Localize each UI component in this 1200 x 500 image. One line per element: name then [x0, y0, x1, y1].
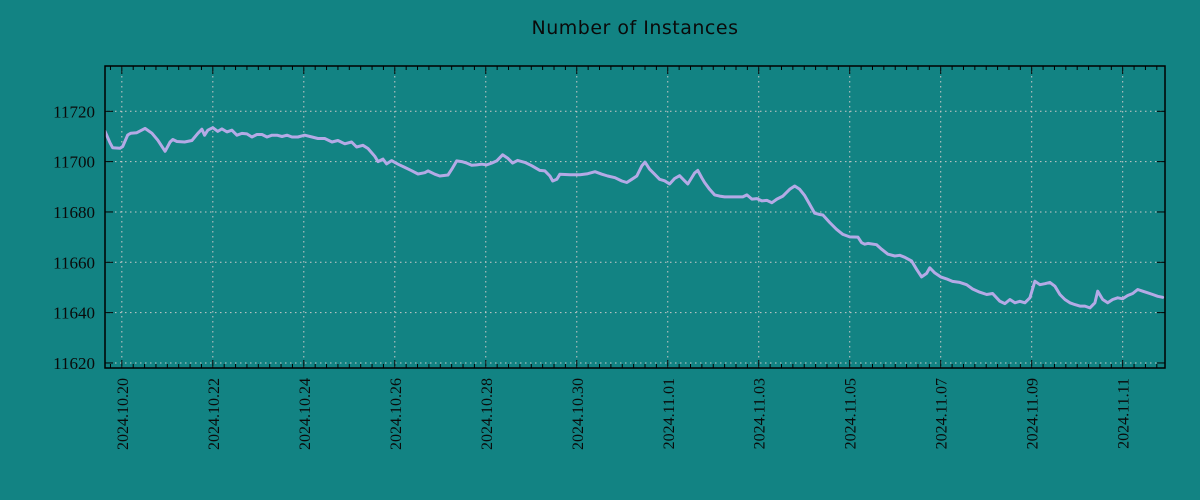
x-tick-label: 2024.11.01 — [661, 378, 678, 449]
x-tick-label: 2024.11.09 — [1025, 378, 1042, 449]
x-tick-label: 2024.11.07 — [934, 378, 951, 449]
y-tick-label: 11640 — [53, 304, 95, 323]
plot-border — [104, 65, 1166, 369]
y-tick-label: 11680 — [53, 203, 95, 222]
x-tick-label: 2024.10.24 — [297, 378, 314, 450]
y-tick-label: 11700 — [53, 153, 95, 172]
x-tick-label: 2024.10.20 — [115, 378, 132, 450]
x-tick-label: 2024.10.30 — [570, 378, 587, 450]
x-tick-label: 2024.10.26 — [388, 378, 405, 450]
x-tick-label: 2024.11.05 — [843, 378, 860, 449]
y-tick-label: 11660 — [53, 253, 95, 272]
x-tick-label: 2024.11.11 — [1116, 378, 1133, 449]
series-line — [105, 126, 1165, 310]
x-tick-label: 2024.10.28 — [479, 378, 496, 450]
y-tick-label: 11620 — [53, 354, 95, 373]
x-tick-label: 2024.11.03 — [752, 378, 769, 449]
y-tick-label: 11720 — [53, 102, 95, 121]
chart-title: Number of Instances — [531, 17, 739, 39]
x-tick-label: 2024.10.22 — [206, 378, 223, 450]
